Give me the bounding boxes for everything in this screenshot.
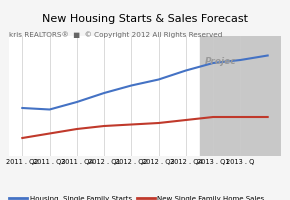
Legend: Housing  Single Family Starts, New Single Family Home Sales: Housing Single Family Starts, New Single… [7, 193, 267, 200]
Text: Projec: Projec [205, 57, 237, 66]
Text: New Housing Starts & Sales Forecast: New Housing Starts & Sales Forecast [42, 14, 248, 24]
Bar [200, 36, 281, 156]
Text: kris REALTORS®  ■  © Copyright 2012 All Rights Reserved: kris REALTORS® ■ © Copyright 2012 All Ri… [9, 31, 222, 38]
